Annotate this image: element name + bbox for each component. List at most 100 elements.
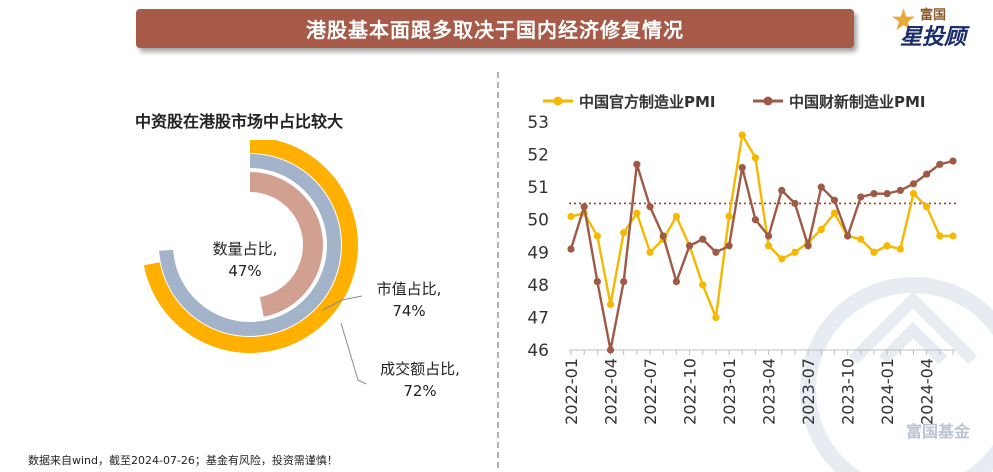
series-2-point — [857, 193, 865, 201]
series-2-point — [620, 278, 628, 286]
x-tick-label: 2024-04 — [918, 358, 937, 425]
series-1-point — [764, 242, 773, 250]
ring-label-turnover: 成交额占比, 72% — [365, 358, 475, 402]
series-1-point — [606, 300, 615, 308]
series-2-point — [567, 245, 575, 253]
x-tick-label: 2022-10 — [681, 358, 700, 425]
leader-line-marketcap — [322, 295, 363, 311]
series-2-point — [712, 248, 720, 256]
series-2-point — [936, 160, 944, 168]
y-tick-label: 50 — [527, 211, 549, 231]
y-tick-label: 46 — [527, 341, 549, 361]
series-1-point — [738, 131, 746, 139]
ring-label-marketcap: 市值占比, 74% — [364, 278, 454, 322]
series-1-point — [751, 154, 760, 162]
series-1-point — [620, 229, 628, 237]
series-2-point — [659, 232, 667, 240]
series-1-point — [712, 313, 720, 322]
y-tick-label: 47 — [527, 308, 549, 328]
legend-swatch-marker-2 — [763, 96, 773, 106]
series-2-point — [764, 232, 773, 240]
pmi-line-chart: 富国基金 中国官方制造业PMI 中国财新制造业PMI 46 47 48 49 50 51 52… — [527, 93, 993, 472]
series-2-point — [896, 186, 904, 194]
panel-divider — [497, 72, 499, 468]
series-2-point — [883, 190, 891, 198]
x-tick-label: 2023-10 — [839, 358, 858, 425]
series-2-point — [606, 346, 615, 354]
ring-label-turnover-name: 成交额占比, — [380, 360, 460, 378]
series-1-point — [633, 209, 641, 217]
series-1-point — [870, 248, 878, 256]
x-tick-label: 2022-07 — [641, 358, 660, 425]
series-1-point — [949, 232, 957, 240]
series-1-point — [923, 203, 931, 211]
logo-text-main: 星投顾 — [900, 25, 967, 50]
watermark-logo: 富国基金 — [800, 277, 993, 472]
x-tick-label: 2024-01 — [878, 358, 897, 425]
ring-label-marketcap-value: 74% — [392, 302, 426, 320]
x-tick-label: 2023-01 — [720, 358, 739, 425]
legend-label-2: 中国财新制造业PMI — [789, 93, 926, 111]
series-1-point — [791, 248, 799, 256]
footnote: 数据来自wind，截至2024-07-26；基金有风险，投资需谨慎！ — [28, 454, 338, 467]
brand-logo: ★ 富国 星投顾 — [886, 2, 990, 51]
watermark-text: 富国基金 — [906, 422, 971, 441]
series-2-point — [817, 183, 825, 191]
series-1-point — [593, 232, 601, 240]
watermark-ring — [800, 277, 993, 472]
logo-text-top: 富国 — [920, 8, 947, 23]
ring-label-marketcap-name: 市值占比, — [376, 280, 442, 298]
series-2-point — [633, 160, 641, 168]
legend-label-1: 中国官方制造业PMI — [579, 93, 716, 111]
series-2-point — [778, 186, 786, 194]
series-1-point — [909, 190, 918, 198]
x-tick-label: 2022-01 — [562, 358, 581, 425]
legend-swatch-marker-1 — [553, 96, 563, 106]
series-2-point — [646, 203, 654, 211]
y-tick-label: 53 — [527, 113, 549, 133]
series-1-point — [778, 255, 786, 263]
series-2-point — [949, 157, 957, 165]
series-1-point — [830, 209, 839, 217]
ring-chart — [143, 140, 367, 385]
banner-title: 港股基本面跟多取决于国内经济修复情况 — [306, 18, 684, 42]
series-1-point — [936, 232, 944, 240]
series-1-point — [896, 245, 904, 253]
y-tick-label: 52 — [527, 146, 549, 166]
ring-turnover — [143, 140, 358, 353]
series-1-point — [646, 248, 654, 256]
series-2-point — [923, 170, 931, 178]
series-2-point — [725, 242, 733, 250]
y-tick-label: 51 — [527, 178, 549, 198]
series-2-point — [804, 242, 812, 250]
series-2-point — [699, 235, 707, 243]
series-1-point — [567, 212, 575, 221]
series-1-point — [817, 225, 825, 234]
series-1-point — [672, 212, 680, 221]
series-1-point — [883, 242, 891, 250]
ring-count — [249, 172, 323, 317]
star-icon: ★ — [890, 3, 917, 38]
leader-line-turnover — [340, 322, 367, 385]
series-1-point — [725, 212, 733, 221]
series-2-point — [830, 196, 839, 204]
x-tick-label: 2022-04 — [602, 358, 621, 425]
series-2-point — [909, 180, 918, 188]
y-tick-label: 49 — [527, 243, 549, 263]
ring-label-count: 数量占比, 47% — [195, 238, 295, 282]
x-tick-label: 2023-04 — [760, 358, 779, 425]
series-2-point — [738, 164, 746, 172]
ring-label-count-value: 47% — [228, 262, 262, 280]
series-2-point — [791, 199, 799, 208]
series-2-point — [580, 203, 588, 211]
series-2-point — [870, 190, 878, 198]
series-1-point — [857, 235, 865, 243]
ring-label-turnover-value: 72% — [403, 382, 437, 400]
left-chart-title: 中资股在港股市场中占比较大 — [135, 112, 344, 131]
title-banner: 港股基本面跟多取决于国内经济修复情况 — [136, 9, 854, 48]
series-1-point — [699, 281, 707, 289]
ring-marketcap — [159, 154, 341, 336]
x-tick-label: 2023-07 — [799, 358, 818, 425]
ring-label-count-name: 数量占比, — [212, 240, 278, 258]
y-tick-label: 48 — [527, 276, 549, 296]
